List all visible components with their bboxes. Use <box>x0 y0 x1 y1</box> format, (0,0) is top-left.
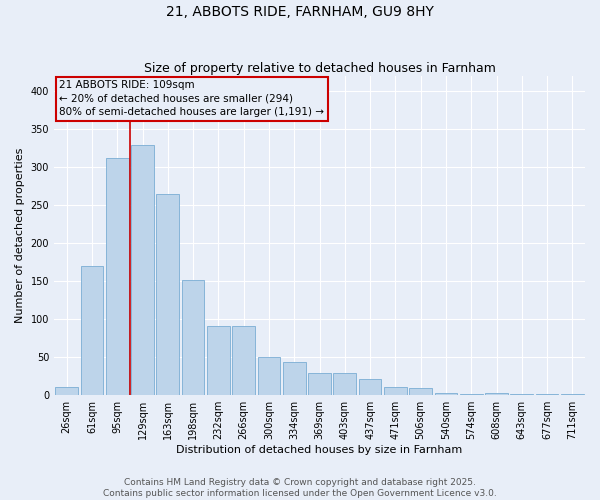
Title: Size of property relative to detached houses in Farnham: Size of property relative to detached ho… <box>143 62 496 74</box>
Bar <box>434 393 457 395</box>
Bar <box>55 387 78 395</box>
Bar <box>80 266 103 395</box>
Bar <box>561 394 584 395</box>
Bar <box>232 326 255 395</box>
Bar <box>536 394 559 395</box>
Text: Contains HM Land Registry data © Crown copyright and database right 2025.
Contai: Contains HM Land Registry data © Crown c… <box>103 478 497 498</box>
Bar <box>308 373 331 395</box>
Text: 21 ABBOTS RIDE: 109sqm
← 20% of detached houses are smaller (294)
80% of semi-de: 21 ABBOTS RIDE: 109sqm ← 20% of detached… <box>59 80 325 117</box>
X-axis label: Distribution of detached houses by size in Farnham: Distribution of detached houses by size … <box>176 445 463 455</box>
Bar <box>334 373 356 395</box>
Bar <box>511 394 533 395</box>
Bar <box>182 280 205 395</box>
Bar <box>409 388 432 395</box>
Bar <box>485 393 508 395</box>
Bar <box>157 194 179 395</box>
Y-axis label: Number of detached properties: Number of detached properties <box>15 148 25 323</box>
Bar <box>257 357 280 395</box>
Bar <box>207 326 230 395</box>
Bar <box>460 394 482 395</box>
Bar <box>131 145 154 395</box>
Bar <box>359 379 382 395</box>
Bar <box>384 387 407 395</box>
Bar <box>106 158 128 395</box>
Bar <box>283 362 305 395</box>
Text: 21, ABBOTS RIDE, FARNHAM, GU9 8HY: 21, ABBOTS RIDE, FARNHAM, GU9 8HY <box>166 5 434 19</box>
